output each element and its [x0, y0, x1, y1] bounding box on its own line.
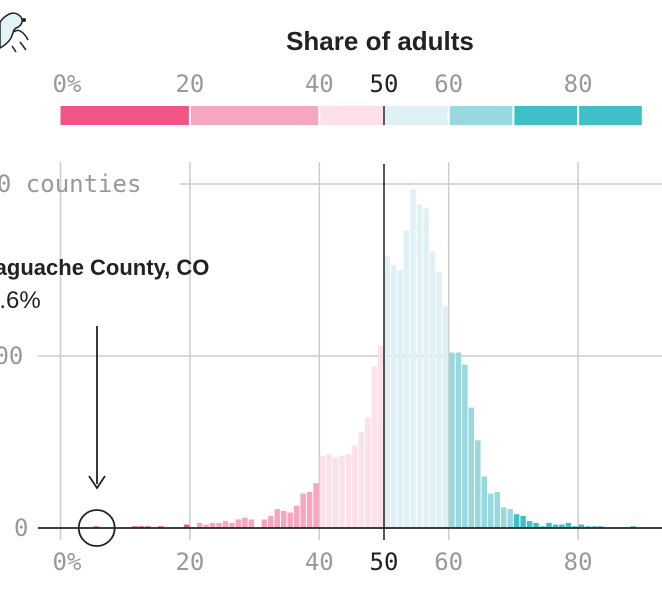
histogram-bar	[378, 345, 384, 528]
annotation: Saguache County, CO 5.6%	[0, 255, 209, 547]
histogram-bar	[268, 515, 274, 528]
histogram-bar	[345, 454, 352, 528]
histogram-bar	[559, 524, 565, 528]
y-tick-label: 0	[14, 514, 28, 542]
histogram-bar	[462, 364, 468, 528]
x-tick-label: 60	[434, 548, 463, 576]
legend-label: 20	[175, 70, 204, 98]
histogram-bar	[468, 407, 475, 528]
histogram-bar	[442, 306, 449, 528]
histogram-bar	[306, 491, 313, 528]
histogram-bar	[436, 271, 442, 528]
histogram-bar	[313, 483, 319, 528]
histogram-bar	[520, 515, 526, 528]
chart-title: Share of adults	[286, 26, 474, 56]
histogram-bar	[248, 519, 255, 528]
histogram-bar	[578, 524, 585, 528]
x-tick-label: 20	[175, 548, 204, 576]
histogram-bar	[429, 251, 436, 528]
histogram-bar	[293, 505, 300, 528]
legend-labels: 0% 20 40 50 60 80	[53, 70, 593, 98]
histogram-bar	[494, 491, 500, 528]
histogram-bar	[500, 507, 507, 528]
legend-label: 80	[564, 70, 593, 98]
histogram-bar	[203, 524, 209, 528]
histogram-bar	[209, 522, 216, 528]
histogram-bar	[332, 457, 339, 528]
histogram-bar	[222, 521, 229, 528]
annotation-value: 5.6%	[0, 287, 41, 314]
histogram-bar	[319, 455, 326, 528]
histogram-bar	[423, 208, 429, 528]
histogram-bar	[390, 264, 397, 528]
histogram-bar	[403, 230, 410, 528]
bars	[93, 189, 636, 528]
histogram-bar	[235, 519, 242, 528]
x-tick-label: 40	[305, 548, 334, 576]
legend-swatches	[60, 106, 642, 125]
histogram-bar	[196, 522, 203, 528]
histogram-bar	[287, 512, 293, 528]
y-axis-labels: 0 100 200 counties	[0, 170, 141, 542]
y-tick-label: 200 counties	[0, 170, 141, 198]
legend-label: 0%	[53, 70, 82, 98]
histogram-bar	[358, 431, 365, 528]
histogram-bar	[507, 509, 513, 528]
histogram-bar	[216, 522, 222, 528]
histogram-bar	[371, 366, 378, 528]
histogram-bar	[339, 455, 345, 528]
annotation-county: Saguache County, CO	[0, 255, 209, 280]
legend-swatch	[449, 106, 513, 125]
legend-swatch	[385, 106, 448, 125]
annotation-arrowhead	[88, 475, 106, 490]
histogram-bar	[384, 256, 390, 528]
axes	[38, 106, 662, 540]
legend-swatch	[60, 106, 189, 125]
histogram-bar	[261, 519, 268, 528]
histogram-bar	[552, 524, 559, 528]
histogram-bar	[300, 493, 306, 528]
histogram-bar	[513, 514, 520, 528]
annotation-circle	[77, 509, 116, 547]
histogram-bar	[280, 510, 287, 528]
legend-label: 50	[370, 70, 399, 98]
histogram-bar	[481, 476, 488, 528]
legend-swatch	[320, 106, 383, 125]
histogram-bar	[546, 522, 552, 528]
histogram-bar	[565, 522, 572, 528]
grid	[38, 162, 662, 540]
histogram-bar	[449, 352, 455, 528]
histogram-bar	[475, 440, 481, 528]
histogram-bar	[410, 189, 416, 528]
legend-swatch	[190, 106, 319, 125]
x-tick-label: 0%	[53, 548, 82, 576]
histogram-bar	[416, 204, 423, 528]
histogram-bar	[326, 454, 332, 528]
legend-swatch	[579, 106, 642, 125]
histogram-bar	[397, 270, 403, 528]
histogram-bar	[533, 522, 539, 528]
legend-swatch	[514, 106, 578, 125]
legend-label: 40	[305, 70, 334, 98]
histogram-bar	[274, 509, 280, 528]
histogram-bar	[242, 517, 248, 528]
histogram-bar	[183, 524, 190, 528]
x-tick-label: 50	[370, 548, 399, 576]
y-tick-label: 100	[0, 342, 23, 370]
histogram-bar	[526, 521, 533, 528]
histogram-bar	[352, 445, 358, 528]
histogram-bar	[488, 493, 494, 528]
histogram-bar	[455, 352, 462, 528]
squirrel-icon	[0, 12, 29, 53]
x-axis-labels: 0% 20 40 50 60 80	[53, 548, 593, 576]
legend-label: 60	[434, 70, 463, 98]
histogram-bar	[365, 417, 371, 528]
x-tick-label: 80	[564, 548, 593, 576]
histogram-bar	[229, 522, 235, 528]
